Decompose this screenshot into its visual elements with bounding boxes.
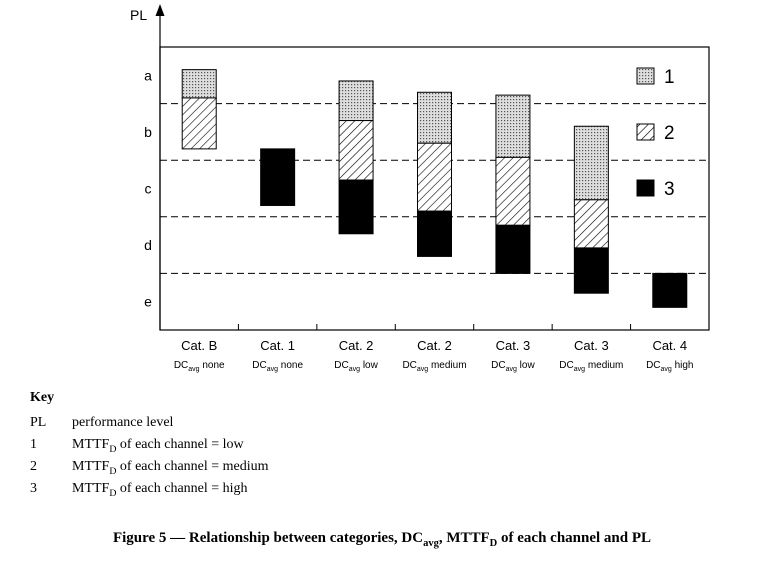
bar-segment-series-1: [417, 91, 452, 144]
y-axis-arrowhead: [155, 4, 165, 16]
category-label: Cat. 2: [339, 338, 374, 353]
category-label: Cat. 3: [574, 338, 609, 353]
key-row: PL performance level: [30, 412, 269, 434]
level-label: b: [144, 124, 152, 140]
bar-segment-series-3: [338, 179, 374, 235]
legend-swatch-3: [636, 179, 655, 197]
key-symbol: 3: [30, 481, 37, 496]
dc-label: DCavg none: [252, 360, 303, 373]
bar-segment-series-2: [338, 120, 374, 181]
dc-label: DCavg high: [646, 360, 693, 373]
level-label: c: [145, 181, 152, 197]
level-label: d: [144, 237, 152, 253]
pl-category-chart: PL a b c d e Cat. B DCavg none Cat. 1 DCavg non…: [130, 4, 710, 373]
category-label: Cat. 1: [260, 338, 295, 353]
bar-segment-series-1: [495, 94, 531, 158]
category-label: Cat. 4: [652, 338, 687, 353]
key-row: 2 MTTFD of each channel = medium: [30, 456, 269, 478]
key-text: performance level: [72, 415, 174, 430]
category-label: Cat. 3: [496, 338, 531, 353]
bar-segment-series-1: [338, 80, 374, 122]
bar-segment-series-1: [181, 69, 217, 99]
y-axis-label: PL: [130, 7, 147, 23]
key-text: MTTFD of each channel = high: [72, 481, 248, 499]
bar-segment-series-2: [417, 142, 452, 212]
legend-label: 3: [664, 179, 675, 200]
level-label: e: [144, 294, 152, 310]
dc-label: DCavg low: [334, 360, 378, 373]
bar-segment-series-3: [260, 148, 296, 206]
bar-segment-series-1: [573, 125, 609, 201]
bar-segment-series-3: [417, 210, 452, 257]
category-label: Cat. B: [181, 338, 217, 353]
figure-caption: Figure 5 — Relationship between categori…: [112, 530, 652, 549]
key-symbol: 2: [30, 459, 37, 474]
bar-segment-series-2: [573, 199, 609, 249]
legend-label: 2: [664, 123, 675, 144]
legend-label: 1: [664, 67, 675, 88]
dc-label: DCavg none: [174, 360, 225, 373]
category-label: Cat. 2: [417, 338, 452, 353]
plot-frame: [159, 46, 710, 331]
bar-segment-series-3: [573, 247, 609, 294]
key-section: Key PL performance level 1 MTTFD of each…: [30, 390, 269, 500]
bar-segment-series-3: [652, 272, 688, 308]
bar-segment-series-2: [181, 97, 217, 150]
key-row: 1 MTTFD of each channel = low: [30, 434, 269, 456]
key-symbol: 1: [30, 437, 37, 452]
level-label: a: [144, 67, 152, 83]
legend-swatch-1: [636, 67, 655, 85]
key-row: 3 MTTFD of each channel = high: [30, 478, 269, 500]
dc-label: DCavg medium: [402, 360, 466, 373]
bar-segment-series-2: [495, 156, 531, 226]
key-text: MTTFD of each channel = low: [72, 437, 244, 455]
legend-swatch-2: [636, 123, 655, 141]
dc-label: DCavg low: [491, 360, 535, 373]
bar-segment-series-3: [495, 224, 531, 274]
key-symbol: PL: [30, 415, 47, 430]
key-title: Key: [30, 390, 55, 405]
key-text: MTTFD of each channel = medium: [72, 459, 269, 477]
dc-label: DCavg medium: [559, 360, 623, 373]
